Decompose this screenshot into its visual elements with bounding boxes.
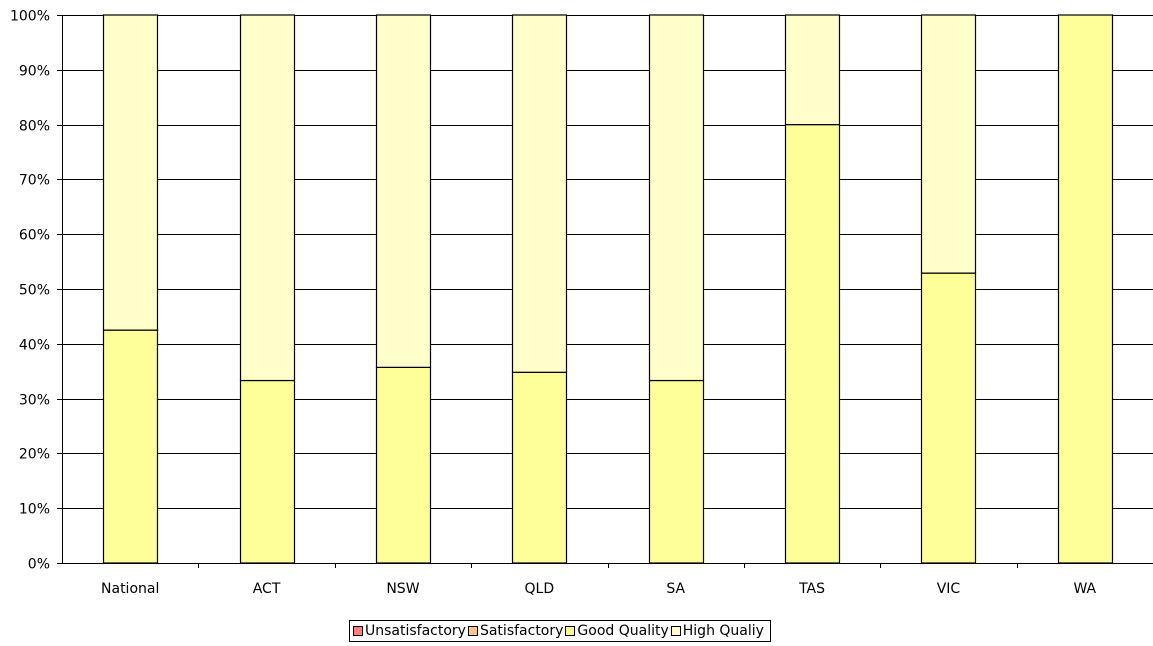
bar-national-good-quality [102, 329, 159, 564]
legend: Unsatisfactory Satisfactory Good Quality… [349, 620, 771, 642]
legend-swatch-unsatisfactory [353, 626, 363, 636]
bar-sa-high-qualiy [648, 14, 705, 382]
bar-qld-high-qualiy [511, 14, 568, 373]
y-tick-label: 100% [10, 9, 50, 25]
x-tick-labels: National ACT NSW QLD SA TAS VIC WA [101, 581, 1097, 597]
bar-vic-good-quality [920, 272, 977, 564]
y-tick-label: 10% [19, 502, 50, 518]
bar-act-good-quality [239, 379, 296, 564]
y-tick-label: 30% [19, 393, 50, 409]
x-tick-label: ACT [253, 581, 281, 597]
legend-label-high-quality: High Qualiy [682, 623, 764, 639]
bar-wa-good-quality [1057, 14, 1114, 564]
y-tick-label: 60% [19, 228, 50, 244]
stacked-bar-chart: 0% 10% 20% 30% 40% 50% 60% 70% 80% 90% 100% Nation… [10, 9, 1153, 597]
y-tick-label: 70% [19, 173, 50, 189]
y-tick-label: 80% [19, 119, 50, 135]
y-tick-label: 40% [19, 338, 50, 354]
bar-sa-good-quality [648, 379, 705, 564]
y-tick-label: 90% [19, 64, 50, 80]
bar-nsw-high-qualiy [375, 14, 432, 368]
bar-national-high-qualiy [102, 14, 159, 331]
legend-label-unsatisfactory: Unsatisfactory [365, 623, 466, 639]
gridlines [62, 15, 1153, 509]
bar-tas-high-qualiy [784, 14, 841, 126]
legend-swatch-good-quality [565, 626, 576, 636]
y-tick-label: 50% [19, 283, 50, 299]
y-tick-labels: 0% 10% 20% 30% 40% 50% 60% 70% 80% 90% 100% [10, 9, 50, 573]
bar-tas-good-quality [784, 123, 841, 564]
legend-swatch-high-quality [670, 626, 681, 636]
bars [102, 14, 1114, 564]
x-tick-label: WA [1073, 581, 1096, 597]
y-tick-label: 20% [19, 447, 50, 463]
x-tick-label: VIC [937, 581, 961, 597]
bar-act-high-qualiy [239, 14, 296, 382]
legend-item-good-quality: Good Quality [565, 623, 669, 639]
y-tick-label: 0% [28, 557, 50, 573]
legend-label-good-quality: Good Quality [577, 623, 669, 639]
legend-swatch-satisfactory [467, 626, 478, 636]
x-tick-label: NSW [386, 581, 419, 597]
legend-item-satisfactory: Satisfactory [467, 623, 564, 639]
legend-item-unsatisfactory: Unsatisfactory [353, 623, 466, 639]
legend-label-satisfactory: Satisfactory [479, 623, 564, 639]
axes [57, 15, 1153, 568]
bar-vic-high-qualiy [920, 14, 977, 274]
bar-nsw-good-quality [375, 366, 432, 564]
legend-item-high-quality: High Qualiy [670, 623, 764, 639]
x-tick-label: QLD [525, 581, 555, 597]
bar-qld-good-quality [511, 371, 568, 564]
x-tick-label: National [101, 581, 159, 597]
x-tick-label: TAS [798, 581, 825, 597]
x-tick-label: SA [666, 581, 685, 597]
